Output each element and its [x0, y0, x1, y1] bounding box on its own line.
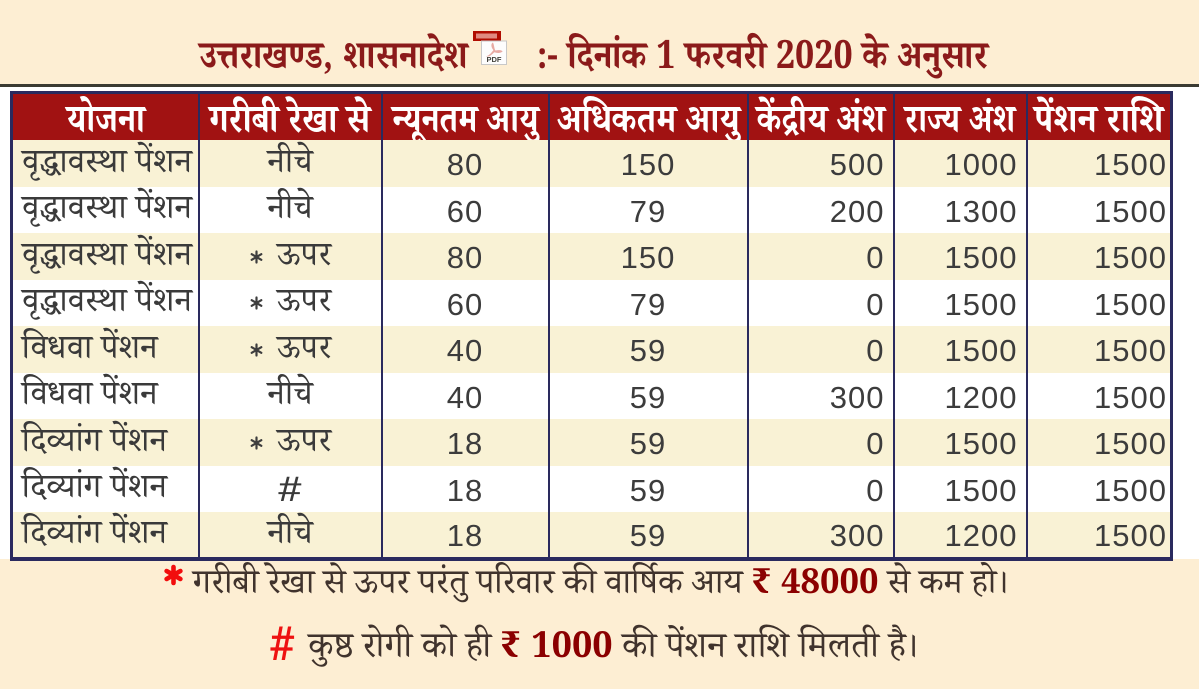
svg-text:PDF: PDF: [487, 55, 502, 64]
